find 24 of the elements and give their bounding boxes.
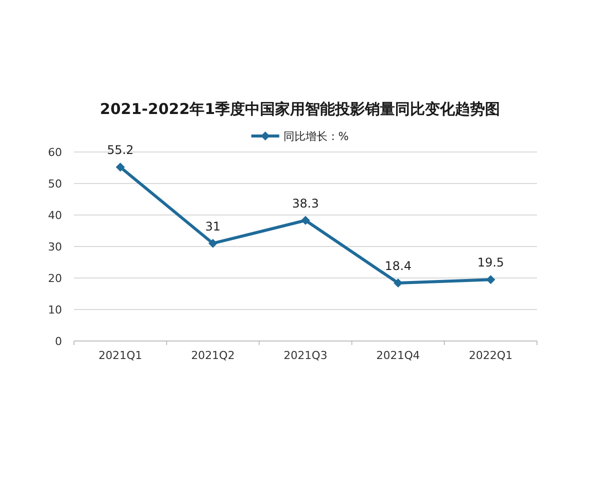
y-tick-label: 50 [48, 178, 62, 190]
title: 2021-2022年1季度中国家用智能投影销量同比变化趋势图 [100, 100, 500, 118]
x-tick-label: 2021Q1 [98, 349, 142, 362]
data-label: 18.4 [384, 259, 412, 274]
y-tick-label: 30 [48, 240, 62, 254]
point [208, 238, 218, 248]
y-tick-label: 60 [48, 146, 62, 159]
x-tick-label: 2021Q3 [284, 349, 328, 362]
point [486, 275, 496, 284]
x-tick-label: 2021Q2 [191, 349, 235, 362]
point [116, 162, 125, 172]
legend: 同比增长：% [251, 130, 349, 143]
data-label: 31 [205, 219, 221, 234]
y-tick-label: 20 [48, 272, 62, 285]
x-tick-label: 2022Q1 [468, 349, 513, 362]
y-tick-label: 40 [48, 209, 62, 222]
x-tick-label: 2021Q4 [376, 349, 420, 362]
data-label: 38.3 [292, 196, 319, 210]
legend-label: 同比增长：% [283, 130, 349, 143]
data-label: 55.2 [106, 143, 134, 158]
data-label: 19.5 [477, 256, 504, 270]
point [301, 216, 310, 225]
y-tick-label: 10 [48, 304, 62, 316]
y-tick-label: 0 [55, 335, 62, 348]
